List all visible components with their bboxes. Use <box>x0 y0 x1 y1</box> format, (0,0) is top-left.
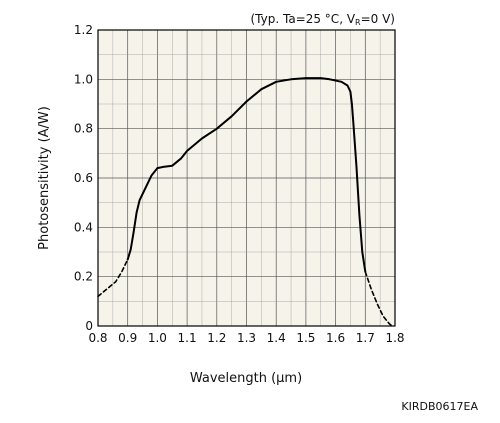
y-tick-label: 0.6 <box>74 171 93 185</box>
x-tick-label: 0.8 <box>88 331 107 345</box>
y-tick-label: 0 <box>85 319 93 333</box>
x-tick-label: 1.4 <box>267 331 286 345</box>
x-tick-label: 1.3 <box>237 331 256 345</box>
y-tick-labels: 0 0.2 0.4 0.6 0.8 1.0 1.2 <box>74 23 93 333</box>
y-tick-label: 0.4 <box>74 220 93 234</box>
x-tick-label: 1.1 <box>178 331 197 345</box>
x-tick-label: 1.7 <box>356 331 375 345</box>
x-tick-label: 0.9 <box>118 331 137 345</box>
document-code: KIRDB0617EA <box>401 400 478 413</box>
y-tick-label: 0.8 <box>74 122 93 136</box>
y-tick-label: 0.2 <box>74 270 93 284</box>
response-curve-dashed-segment <box>364 270 393 327</box>
y-tick-label: 1.2 <box>74 23 93 37</box>
y-tick-label: 1.0 <box>74 72 93 86</box>
response-curve-solid-segment <box>126 77 367 273</box>
grid <box>97 29 396 327</box>
x-tick-label: 1.8 <box>385 331 404 345</box>
x-tick-label: 1.6 <box>326 331 345 345</box>
plot-frame <box>97 29 396 327</box>
x-tick-label: 1.2 <box>207 331 226 345</box>
series-group <box>97 77 393 327</box>
x-tick-label: 1.5 <box>296 331 315 345</box>
y-axis-title: Photosensitivity (A/W) <box>37 106 52 250</box>
x-axis-title: Wavelength (µm) <box>190 371 302 386</box>
x-tick-labels: 0.8 0.9 1.0 1.1 1.2 1.3 1.4 1.5 1.6 1.7 1.8 <box>88 331 404 345</box>
x-tick-label: 1.0 <box>148 331 167 345</box>
annotation: (Typ. Ta=25 °C, VR=0 V) <box>250 12 395 27</box>
response-curve-dashed-segment <box>97 258 129 298</box>
